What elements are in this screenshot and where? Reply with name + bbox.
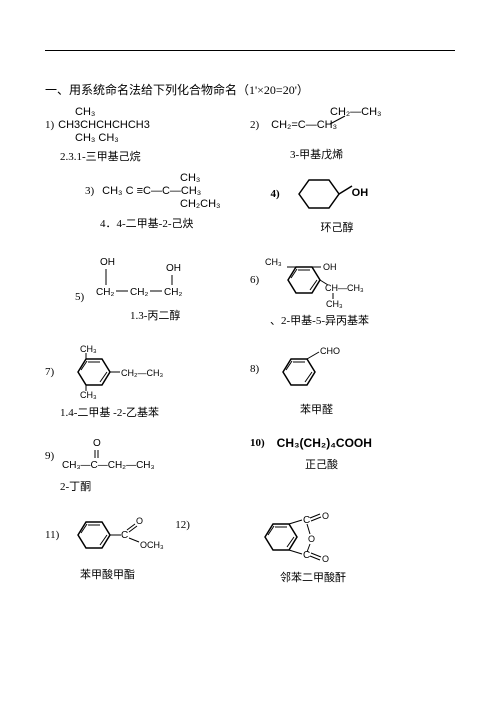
svg-text:OCH₃: OCH₃ bbox=[140, 540, 164, 550]
answer: 邻苯二甲酸酐 bbox=[280, 569, 455, 585]
propanediol-structure: OH OH CH₂ CH₂ CH₂ bbox=[88, 253, 198, 303]
answer: 、2-甲基-5-异丙基苯 bbox=[270, 312, 455, 328]
formula-line: CH₃ C ≡C—C—CH₃ bbox=[102, 185, 201, 198]
answer: 2-丁酮 bbox=[60, 478, 250, 494]
item-7: 7) CH₃ CH₂—CH₃ CH₃ 1.4-二甲基 -2-乙基苯 bbox=[45, 342, 250, 420]
svg-text:O: O bbox=[308, 534, 315, 544]
phthalic-structure: C O O C O bbox=[250, 510, 350, 565]
svg-text:C: C bbox=[121, 530, 128, 541]
answer: 环己醇 bbox=[321, 219, 456, 235]
svg-text:CH₂—CH₃: CH₂—CH₃ bbox=[121, 368, 163, 378]
answer: 4．4-二甲基-2-己炔 bbox=[100, 215, 271, 231]
svg-text:O: O bbox=[136, 516, 143, 526]
svg-text:CH₂: CH₂ bbox=[96, 287, 114, 298]
item-11: 11) C O OCH₃ 12) 苯甲酸甲酯 bbox=[45, 510, 250, 585]
svg-text:CH₃—C—CH₂—CH₃: CH₃—C—CH₂—CH₃ bbox=[62, 460, 155, 471]
svg-text:CH₂: CH₂ bbox=[130, 287, 148, 298]
formula-line: CH3CHCHCHCH3 bbox=[58, 119, 150, 132]
section-title: 一、用系统命名法给下列化合物命名（1'×20=20'） bbox=[45, 81, 455, 98]
item-number: 3) bbox=[85, 185, 94, 198]
answer: 2.3.1-三甲基己烷 bbox=[60, 148, 250, 164]
horizontal-rule bbox=[45, 50, 455, 51]
bond-line bbox=[325, 114, 385, 126]
benzaldehyde-structure: CHO bbox=[263, 342, 353, 397]
svg-text:O: O bbox=[93, 438, 101, 449]
item-number: 6) bbox=[250, 274, 259, 286]
item-5: 5) OH OH CH₂ CH₂ CH₂ 1.3-丙二醇 bbox=[45, 253, 250, 328]
item-number: 4) bbox=[271, 188, 280, 200]
svg-text:OH: OH bbox=[100, 257, 115, 268]
answer: 3-甲基戊烯 bbox=[290, 146, 455, 162]
item-number: 12) bbox=[175, 519, 190, 531]
svg-text:OH: OH bbox=[323, 262, 337, 272]
item-number: 11) bbox=[45, 529, 59, 541]
item-8: 8) CHO 苯甲醛 bbox=[250, 342, 455, 420]
svg-text:CHO: CHO bbox=[320, 346, 340, 356]
item-4: 4) OH 环己醇 bbox=[271, 172, 456, 235]
svg-text:CH—CH₃: CH—CH₃ bbox=[325, 283, 364, 293]
item-6: 6) CH₃ OH CH—CH₃ CH₃ 、2-甲基-5-异丙基苯 bbox=[250, 253, 455, 328]
item-number: 7) bbox=[45, 366, 54, 378]
formula-line: CH₃ bbox=[75, 106, 250, 119]
item-9: 9) O CH₃—C—CH₂—CH₃ 2-丁酮 bbox=[45, 436, 250, 494]
answer: 正己酸 bbox=[305, 456, 455, 472]
benzoate-structure: C O OCH₃ bbox=[63, 510, 183, 560]
svg-text:OH: OH bbox=[166, 263, 181, 274]
oh-label: OH bbox=[352, 187, 369, 200]
butanone-structure: O CH₃—C—CH₂—CH₃ bbox=[58, 436, 188, 476]
answer: 1.4-二甲基 -2-乙基苯 bbox=[60, 404, 250, 420]
benzene-structure-6: CH₃ OH CH—CH₃ CH₃ bbox=[263, 253, 373, 308]
item-number: 2) bbox=[250, 119, 259, 132]
benzene-structure-7: CH₃ CH₂—CH₃ CH₃ bbox=[58, 342, 188, 402]
item-number: 10) bbox=[250, 437, 265, 449]
cyclohexane-icon bbox=[284, 172, 354, 217]
svg-text:CH₃: CH₃ bbox=[265, 257, 282, 267]
item-number: 5) bbox=[75, 291, 84, 303]
item-number: 8) bbox=[250, 363, 259, 375]
item-number: 1) bbox=[45, 119, 54, 132]
item-2: CH₂—CH₃ 2)CH₂=C—CH₃ 3-甲基戊烯 bbox=[250, 106, 455, 164]
svg-text:CH₂: CH₂ bbox=[164, 287, 182, 298]
svg-text:CH₃: CH₃ bbox=[80, 390, 97, 400]
svg-text:O: O bbox=[322, 554, 329, 564]
formula-line: CH₃ bbox=[180, 172, 271, 185]
formula-line: CH₂CH₃ bbox=[180, 198, 271, 211]
item-3: CH₃ 3) CH₃ C ≡C—C—CH₃ CH₂CH₃ 4．4-二甲基-2-己炔 bbox=[45, 172, 271, 235]
svg-text:C: C bbox=[303, 550, 310, 561]
answer: 1.3-丙二醇 bbox=[130, 307, 250, 323]
formula: CH₃(CH₂)₄COOH bbox=[277, 436, 372, 450]
item-10: 10) CH₃(CH₂)₄COOH 正己酸 bbox=[250, 436, 455, 494]
answer: 苯甲醛 bbox=[300, 401, 455, 417]
answer: 苯甲酸甲酯 bbox=[80, 566, 250, 582]
formula-line: CH₃ CH₃ bbox=[75, 132, 250, 145]
item-number: 9) bbox=[45, 450, 54, 462]
item-12: C O O C O 邻苯二甲酸酐 bbox=[250, 510, 455, 585]
item-1: CH₃ 1) CH3CHCHCHCH3 CH₃ CH₃ 2.3.1-三甲基己烷 bbox=[45, 106, 250, 164]
svg-text:CH₃: CH₃ bbox=[80, 344, 97, 354]
svg-text:CH₃: CH₃ bbox=[326, 299, 343, 308]
svg-text:O: O bbox=[322, 511, 329, 521]
